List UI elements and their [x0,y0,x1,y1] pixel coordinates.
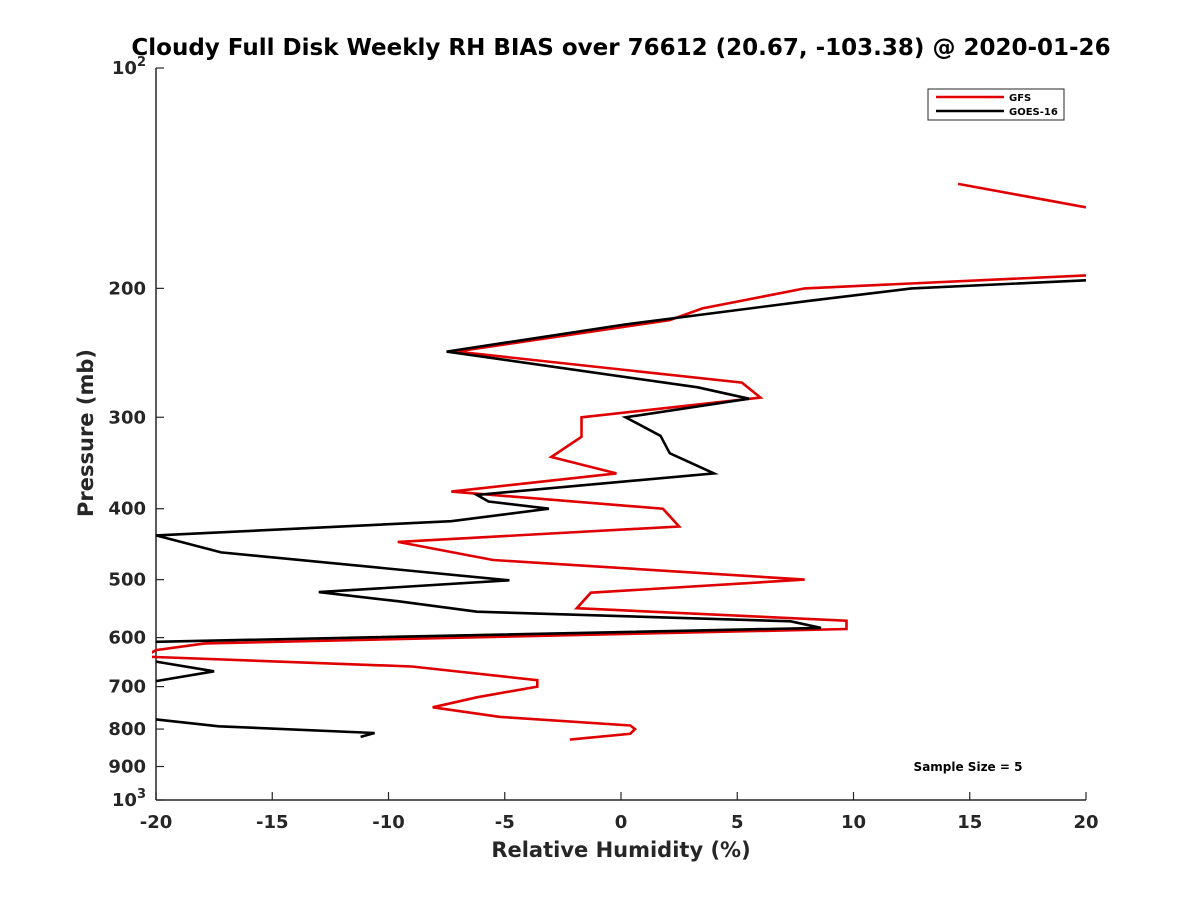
x-axis-label: Relative Humidity (%) [491,838,750,862]
y-tick-label: 600 [108,628,146,649]
series-goes16-line-0 [155,279,1086,644]
legend-label-gfs: GFS [1009,93,1031,104]
y-limit-exponent: 2 [137,55,146,70]
x-tick-label: 10 [841,812,866,833]
series-gfs-line-1 [152,274,1086,741]
series-layer [152,182,1086,741]
y-tick-label: 500 [108,570,146,591]
y-limit-base: 10 [112,790,137,811]
legend: GFS GOES-16 [927,88,1065,121]
y-limit-base: 10 [112,58,137,79]
x-tick-label: 5 [731,812,744,833]
x-tick-label: -20 [140,812,173,833]
y-tick-label: 400 [108,499,146,520]
series-goes16-line-2 [155,718,375,739]
y-limit-label-top: 102 [112,55,146,79]
y-limit-label-bottom: 103 [112,787,146,811]
y-limit-exponent: 3 [137,787,146,802]
y-tick-label: 700 [108,677,146,698]
y-tick-label: 300 [108,407,146,428]
x-tick-label: -5 [495,812,515,833]
x-tick-label: -10 [372,812,405,833]
x-tick-label: 15 [957,812,982,833]
series-goes16-line-1 [155,660,215,683]
x-tick-label: -15 [256,812,289,833]
plot-axes [155,68,1086,801]
x-tick-label: 20 [1073,812,1098,833]
chart-title: Cloudy Full Disk Weekly RH BIAS over 766… [131,35,1110,61]
axis-ticks: -20 -15 -10 -5 0 5 10 15 20 200 300 400 500 600 700 800… [108,55,1098,833]
y-tick-label: 800 [108,719,146,740]
y-tick-label: 200 [108,278,146,299]
sample-size-annotation: Sample Size = 5 [914,760,1023,774]
y-axis-label: Pressure (mb) [74,349,98,517]
legend-label-goes16: GOES-16 [1009,107,1058,118]
series-gfs-line-0 [957,182,1086,209]
y-tick-label: 900 [108,757,146,778]
x-tick-label: 0 [615,812,628,833]
legend-box [927,88,1065,121]
